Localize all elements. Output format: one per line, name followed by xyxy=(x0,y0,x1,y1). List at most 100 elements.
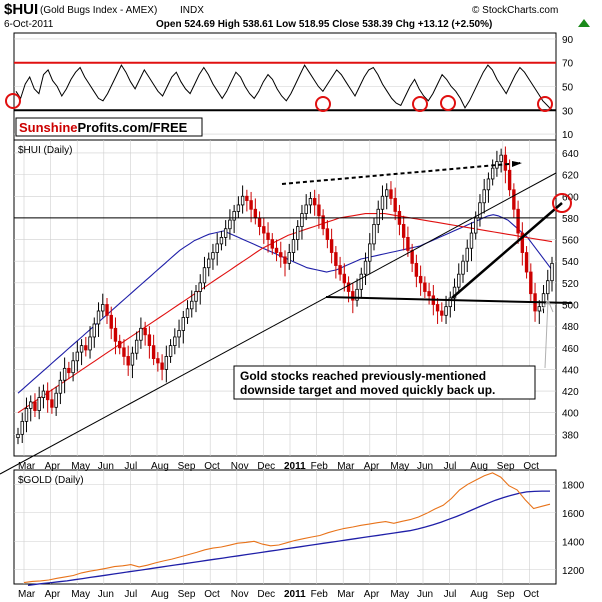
gold-x-tick-label: Oct xyxy=(204,589,220,600)
price-tick-label: 440 xyxy=(562,365,579,376)
price-bar-body xyxy=(185,308,190,318)
gold-x-tick-label: May xyxy=(71,589,90,600)
price-bar-body xyxy=(423,282,427,292)
price-bar-body xyxy=(490,167,495,180)
price-bar-body xyxy=(156,358,160,364)
price-bar-body xyxy=(457,273,461,288)
price-tick-label: 460 xyxy=(562,344,579,355)
rsi-grid xyxy=(14,38,556,135)
price-bar-body xyxy=(393,198,397,212)
price-bar-body xyxy=(296,226,300,240)
price-bar-body xyxy=(550,262,554,282)
price-bar-body xyxy=(363,260,368,275)
price-bar-body xyxy=(151,345,156,360)
gold-x-tick-label: Jun xyxy=(98,589,114,600)
gold-panel-label: $GOLD (Daily) xyxy=(18,475,84,486)
price-bar-body xyxy=(122,347,126,357)
rsi-y-axis: 90 70 50 30 10 xyxy=(562,35,574,141)
price-tick-label: 480 xyxy=(562,322,579,333)
price-bar-body xyxy=(113,327,118,342)
price-panel-label: $HUI (Daily) xyxy=(18,145,72,156)
price-bar-body xyxy=(96,310,101,325)
price-bar-body xyxy=(249,200,253,210)
price-bar-body xyxy=(368,243,372,262)
price-x-tick-label: Jul xyxy=(444,461,457,472)
price-bar-body xyxy=(342,273,347,284)
price-bar-body xyxy=(469,232,474,249)
price-x-tick-label: May xyxy=(71,461,90,472)
price-tick-label: 580 xyxy=(562,214,579,225)
price-x-tick-label: Apr xyxy=(45,461,61,472)
price-bar-body xyxy=(219,236,224,245)
price-bar-body xyxy=(478,202,482,219)
rsi-tick-label: 10 xyxy=(562,130,574,141)
price-bar-body xyxy=(329,239,334,253)
price-bar-body xyxy=(452,286,457,299)
price-bar-body xyxy=(75,351,80,362)
exchange-label: INDX xyxy=(180,5,204,16)
price-bar-body xyxy=(88,336,92,351)
price-bar-body xyxy=(173,336,177,347)
rsi-tick-label: 50 xyxy=(562,83,574,94)
price-bar-body xyxy=(54,392,58,408)
rsi-tick-label: 70 xyxy=(562,59,574,70)
price-bar-body xyxy=(279,252,283,258)
price-bar-body xyxy=(317,204,321,217)
gold-x-tick-label: Jul xyxy=(124,589,137,600)
price-bar-body xyxy=(101,304,105,312)
price-bar-body xyxy=(207,258,211,269)
price-x-tick-label: Feb xyxy=(311,461,329,472)
price-x-tick-label: Nov xyxy=(231,461,249,472)
price-ma-long xyxy=(17,213,553,414)
price-grid xyxy=(14,140,556,456)
price-bar-body xyxy=(118,340,122,349)
price-x-tick-label: Aug xyxy=(151,461,169,472)
price-tick-label: 380 xyxy=(562,430,579,441)
price-tick-label: 640 xyxy=(562,149,579,160)
horizontal-support-line xyxy=(325,296,573,304)
price-bar-body xyxy=(389,189,393,199)
price-tick-label: 620 xyxy=(562,171,579,182)
price-bar-body xyxy=(50,399,54,408)
rsi-series xyxy=(15,64,553,111)
price-bar-body xyxy=(198,282,202,292)
price-bar-body xyxy=(300,213,304,227)
price-bar-body xyxy=(223,228,228,238)
price-bar-body xyxy=(92,323,96,338)
gold-x-tick-label: Sep xyxy=(178,589,196,600)
gold-price-line xyxy=(23,472,551,584)
gold-x-axis: Mar Apr May Jun Jul Aug Sep Oct Nov Dec 2011 Feb Mar… xyxy=(18,589,539,600)
price-bar-body xyxy=(355,288,359,301)
annotation-pointer-tip-b xyxy=(547,299,554,313)
gold-x-tick-label: Feb xyxy=(311,589,329,600)
price-bar-body xyxy=(262,226,266,234)
price-bar-body xyxy=(537,306,541,312)
price-x-tick-label: Sep xyxy=(497,461,515,472)
price-bar-body xyxy=(168,345,173,357)
gold-x-tick-label: May xyxy=(390,589,409,600)
gold-panel-frame xyxy=(13,469,557,585)
rsi-oversold-circle xyxy=(5,93,21,109)
annotation-pointer xyxy=(544,299,549,369)
price-bar-body xyxy=(308,198,313,206)
gold-grid xyxy=(14,470,556,584)
price-trendlines xyxy=(0,161,573,475)
price-bar-body xyxy=(84,345,88,351)
rsi-tick-label: 30 xyxy=(562,106,574,117)
price-bar-body xyxy=(512,189,516,210)
date-label: 6-Oct-2011 xyxy=(4,19,54,30)
gold-moving-average xyxy=(27,490,550,587)
price-bar-body xyxy=(194,291,198,302)
price-x-tick-label: Mar xyxy=(18,461,36,472)
price-bar-body xyxy=(253,208,258,219)
gold-x-tick-label: Nov xyxy=(231,589,249,600)
price-x-tick-label: Oct xyxy=(523,461,539,472)
watermark: © StockCharts.com xyxy=(472,5,558,16)
gold-x-tick-label: Mar xyxy=(18,589,36,600)
price-bar-body xyxy=(372,224,376,245)
price-bar-body xyxy=(410,249,414,264)
price-bar-body xyxy=(406,236,410,251)
price-bar-body xyxy=(287,252,291,264)
price-bar-body xyxy=(134,339,139,354)
annotation-line-1: Gold stocks reached previously-mentioned xyxy=(240,369,486,383)
